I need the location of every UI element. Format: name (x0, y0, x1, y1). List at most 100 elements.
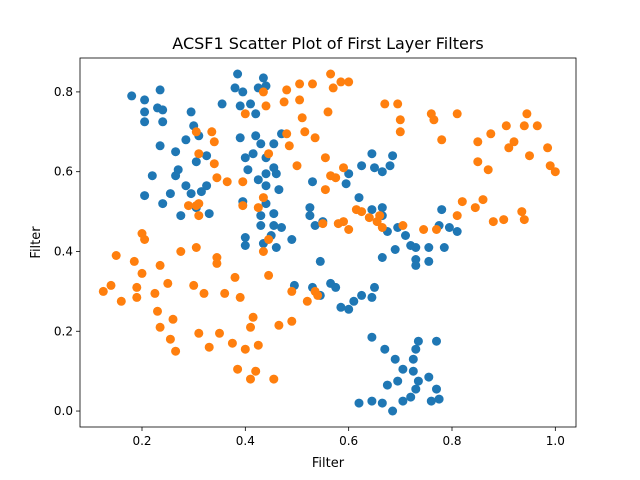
data-point (419, 225, 429, 234)
data-point (98, 286, 108, 296)
data-point (388, 151, 398, 161)
data-point (165, 334, 175, 344)
data-point (271, 243, 281, 252)
data-point (264, 270, 274, 280)
data-point (393, 376, 403, 386)
data-point (171, 346, 181, 356)
data-point (140, 117, 150, 127)
data-point (388, 406, 398, 416)
data-point (147, 171, 157, 181)
data-point (336, 77, 346, 87)
data-point (434, 394, 444, 404)
data-point (132, 282, 142, 292)
data-point (155, 322, 165, 332)
data-point (282, 129, 292, 139)
data-point (424, 256, 434, 266)
chart-title: ACSF1 Scatter Plot of First Layer Filter… (172, 34, 483, 53)
data-point (331, 173, 341, 183)
data-point (354, 398, 364, 408)
data-point (233, 69, 243, 79)
data-point (292, 161, 302, 171)
data-point (543, 143, 553, 153)
data-point (150, 288, 160, 298)
data-point (269, 139, 279, 149)
data-point (432, 336, 441, 346)
data-point (336, 302, 346, 312)
data-point (532, 121, 542, 131)
data-point (191, 157, 201, 167)
data-point (473, 137, 483, 147)
data-point (251, 366, 261, 376)
data-point (158, 105, 168, 115)
y-tick-label: 0.8 (54, 85, 73, 99)
data-point (411, 384, 421, 394)
data-point (295, 79, 305, 89)
data-point (424, 372, 434, 382)
data-point (308, 177, 317, 187)
data-point (246, 374, 255, 384)
data-point (256, 139, 266, 149)
data-point (215, 328, 224, 338)
data-point (129, 256, 139, 266)
data-point (349, 296, 359, 306)
data-point (202, 151, 212, 161)
data-point (176, 211, 186, 221)
data-point (310, 221, 320, 230)
data-point (163, 278, 173, 288)
data-point (186, 189, 196, 199)
data-point (240, 241, 250, 250)
data-point (240, 109, 250, 119)
data-point (328, 83, 338, 93)
data-point (256, 211, 266, 221)
y-tick-label: 0.4 (54, 244, 73, 258)
data-point (377, 398, 387, 408)
y-tick-label: 0.2 (54, 324, 73, 338)
data-point (320, 185, 330, 195)
data-point (401, 231, 410, 240)
data-point (204, 342, 214, 352)
data-point (380, 99, 390, 109)
data-point (395, 127, 405, 137)
data-point (339, 163, 348, 173)
data-point (199, 288, 209, 298)
data-point (202, 181, 212, 191)
data-point (377, 223, 387, 232)
data-point (344, 225, 354, 234)
data-point (452, 227, 462, 236)
data-point (370, 163, 379, 173)
data-point (452, 211, 462, 221)
data-point (550, 167, 560, 177)
data-point (235, 133, 245, 143)
data-point (385, 161, 395, 171)
x-tick-label: 1.0 (546, 434, 565, 448)
data-point (168, 314, 178, 324)
data-point (367, 205, 377, 215)
data-point (437, 205, 447, 215)
data-point (238, 201, 248, 211)
data-point (398, 364, 408, 374)
data-point (452, 109, 462, 119)
data-point (545, 161, 555, 171)
x-tick-label: 0.4 (236, 434, 255, 448)
data-point (483, 165, 493, 175)
data-point (106, 280, 116, 290)
data-point (444, 223, 454, 232)
data-point (305, 203, 315, 213)
data-point (408, 366, 418, 376)
data-point (240, 153, 250, 163)
data-point (246, 99, 255, 109)
data-point (287, 286, 297, 296)
y-axis-label: Filter (29, 226, 44, 259)
data-point (473, 157, 483, 167)
data-point (323, 107, 333, 117)
data-point (258, 73, 268, 83)
data-point (504, 143, 514, 153)
data-point (155, 260, 165, 270)
data-point (220, 288, 230, 298)
data-point (251, 109, 261, 119)
data-point (313, 290, 323, 300)
data-point (364, 213, 374, 223)
data-point (196, 187, 206, 197)
plot-frame (79, 57, 577, 428)
